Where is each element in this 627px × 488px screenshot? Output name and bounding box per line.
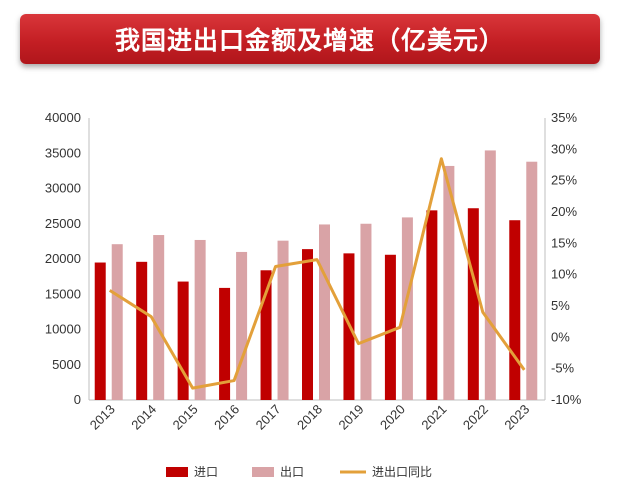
x-tick-label: 2016 (211, 402, 242, 433)
import-bar (94, 262, 106, 400)
left-y-tick-label: 40000 (45, 110, 81, 125)
x-tick-label: 2023 (501, 402, 532, 433)
x-tick-label: 2014 (128, 402, 159, 433)
export-bar (319, 224, 330, 400)
right-y-tick-label: 25% (551, 173, 577, 188)
export-bar (277, 240, 289, 400)
left-y-tick-label: 25000 (45, 216, 81, 231)
left-y-tick-label: 5000 (52, 357, 81, 372)
import-bar (509, 220, 521, 400)
right-y-tick-label: 10% (551, 267, 577, 282)
x-tick-label: 2021 (418, 402, 449, 433)
left-y-tick-label: 10000 (45, 322, 81, 337)
legend-label: 进出口同比 (372, 465, 432, 479)
legend-label: 进口 (194, 465, 218, 479)
export-bar (526, 161, 538, 400)
import-bar (260, 270, 272, 400)
yoy-line (108, 157, 526, 390)
x-tick-label: 2019 (336, 402, 367, 433)
export-bar (443, 165, 455, 400)
left-y-tick-label: 15000 (45, 286, 81, 301)
left-y-tick-label: 0 (74, 392, 81, 407)
right-y-tick-label: 35% (551, 110, 577, 125)
x-tick-labels: 2013 2014 2015 2016 2017 2018 2019 2020 2021 2022… (87, 402, 533, 433)
left-y-tick-label: 30000 (45, 181, 81, 196)
export-bar (153, 235, 165, 400)
export-bar (401, 217, 413, 400)
right-y-tick-label: -10% (551, 392, 582, 407)
x-tick-label: 2022 (460, 402, 491, 433)
right-y-tick-label: 15% (551, 235, 577, 250)
left-y-tick-label: 20000 (45, 251, 81, 266)
import-bar (384, 254, 396, 400)
x-tick-label: 2013 (87, 402, 118, 433)
import-bar (302, 249, 313, 400)
import-bar (467, 208, 479, 400)
legend: 进口 出口 进出口同比 (166, 465, 432, 479)
import-bar (219, 287, 231, 400)
bars-group (94, 150, 538, 400)
chart-title: 我国进出口金额及增速（亿美元） (114, 26, 505, 55)
x-tick-label: 2015 (170, 402, 201, 433)
import-bar (426, 210, 438, 400)
legend-swatch (166, 467, 188, 477)
legend-label: 出口 (280, 465, 304, 479)
right-y-tick-label: 0% (551, 329, 570, 344)
export-bar (194, 239, 206, 400)
x-tick-label: 2017 (253, 402, 284, 433)
right-y-tick-label: -5% (551, 361, 575, 376)
import-bar (177, 281, 189, 400)
left-y-tick-labels: 0 5000 10000 15000 20000 25000 30000 35000 40000 (45, 110, 81, 407)
yoy-line-group (108, 157, 526, 390)
export-bar (360, 223, 372, 400)
export-bar (111, 244, 123, 400)
left-y-tick-label: 35000 (45, 145, 81, 160)
export-bar (484, 150, 496, 400)
chart-title-banner: 我国进出口金额及增速（亿美元） (20, 14, 600, 64)
right-y-tick-label: 20% (551, 204, 577, 219)
export-bar (236, 251, 248, 400)
x-tick-label: 2020 (377, 402, 408, 433)
x-tick-label: 2018 (294, 402, 325, 433)
import-bar (136, 261, 148, 400)
right-y-tick-label: 5% (551, 298, 570, 313)
right-y-tick-labels: -10% -5% 0% 5% 10% 15% 20% 25% 30% 35% (551, 110, 582, 407)
legend-swatch (252, 467, 274, 477)
right-y-tick-label: 30% (551, 141, 577, 156)
